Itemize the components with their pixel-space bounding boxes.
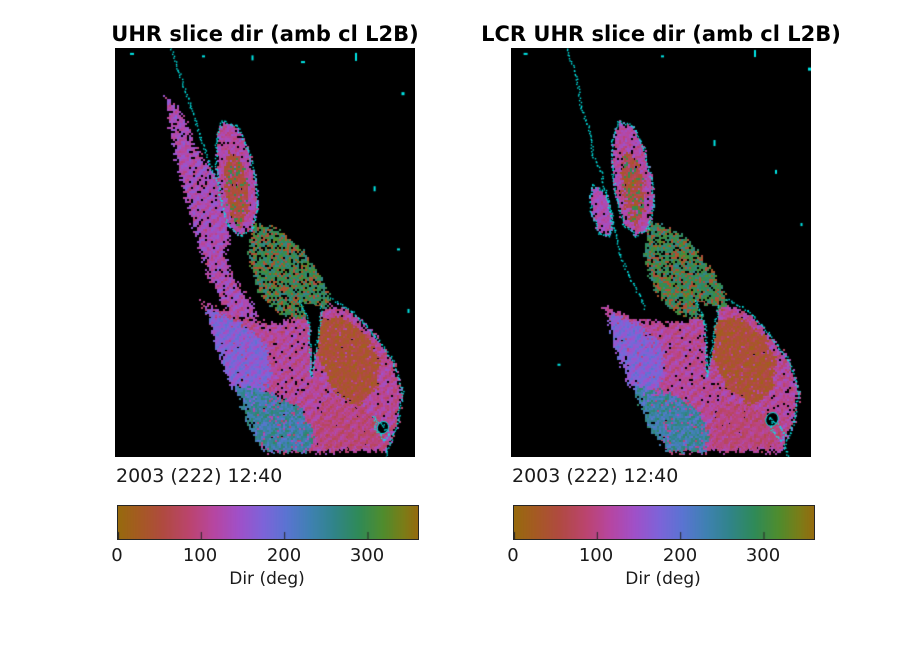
left-colorbar-tick-0: 0 [111,545,123,566]
left-colorbar-tick-100: 100 [182,545,218,566]
right-map-image [511,48,811,457]
left-panel-title: UHR slice dir (amb cl L2B) [111,22,419,46]
left-timestamp-label: 2003 (222) 12:40 [116,465,283,487]
right-colorbar-tick-200: 200 [662,545,698,566]
right-colorbar-tick-300: 300 [745,545,781,566]
right-timestamp-label: 2003 (222) 12:40 [512,465,679,487]
left-colorbar-axis-label: Dir (deg) [229,569,305,589]
left-colorbar-tick-200: 200 [266,545,302,566]
left-colorbar [117,505,419,540]
right-colorbar [513,505,815,540]
left-colorbar-tick-300: 300 [349,545,385,566]
right-panel-title: LCR UHR slice dir (amb cl L2B) [481,22,841,46]
right-colorbar-tick-100: 100 [578,545,614,566]
right-colorbar-axis-label: Dir (deg) [625,569,701,589]
right-colorbar-tick-0: 0 [507,545,519,566]
left-map-image [115,48,415,457]
